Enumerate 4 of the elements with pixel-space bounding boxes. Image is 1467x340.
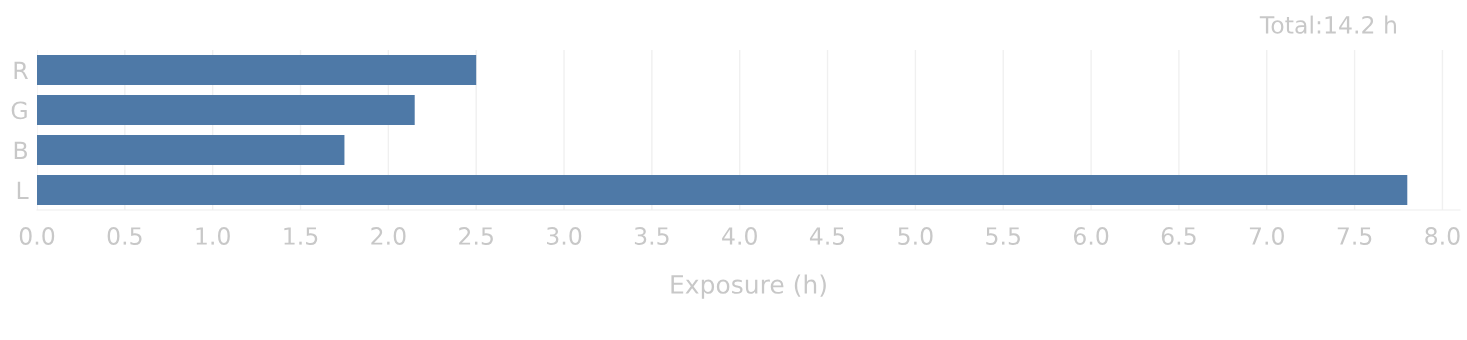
bar <box>37 135 345 165</box>
bar <box>37 95 415 125</box>
bar <box>37 55 477 85</box>
bar <box>37 175 1408 205</box>
